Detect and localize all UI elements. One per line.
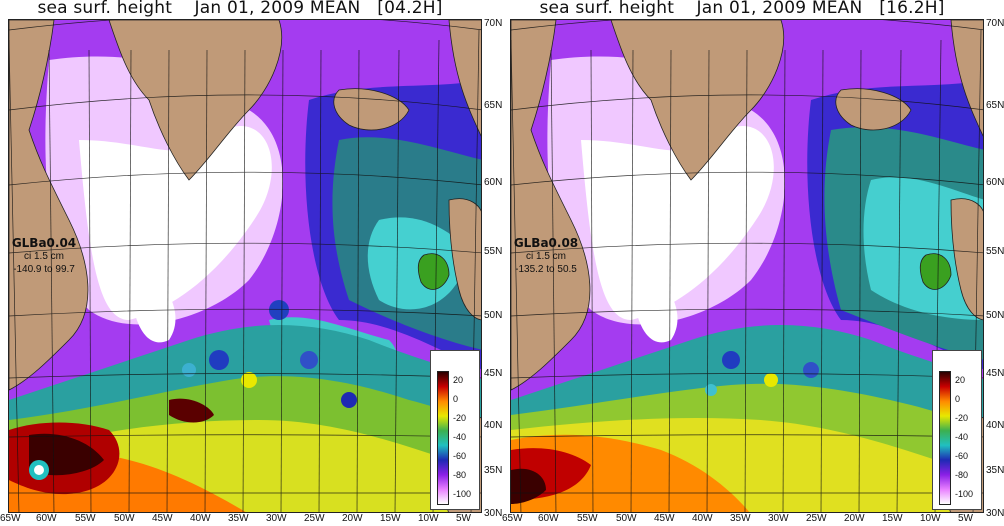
lon-label: 50W <box>616 513 637 524</box>
lat-label: 65N <box>986 100 1004 111</box>
lon-label: 35W <box>730 513 751 524</box>
colorbar-tick: 20 <box>955 375 966 385</box>
lat-label: 40N <box>986 420 1004 431</box>
lon-label: 55W <box>75 513 96 524</box>
lat-label: 50N <box>484 310 503 321</box>
lat-label: 70N <box>484 18 503 29</box>
sea-surface-height-map <box>511 20 983 512</box>
lon-label: 65W <box>502 513 523 524</box>
lat-label: 45N <box>484 368 503 379</box>
colorbar-tick: 20 <box>453 375 464 385</box>
lon-label: 5W <box>456 513 471 524</box>
lat-label: 30N <box>986 508 1004 519</box>
model-name: GLBa0.08 <box>513 236 579 250</box>
lat-label: 35N <box>484 465 503 476</box>
lon-label: 25W <box>806 513 827 524</box>
lat-label: 70N <box>986 18 1004 29</box>
panel-right: sea surf. height Jan 01, 2009 MEAN [16.2… <box>502 0 1004 526</box>
lon-label: 40W <box>692 513 713 524</box>
colorbar-legend: 20 0 -20 -40 -60 -80 -100 <box>430 350 480 510</box>
lon-label: 20W <box>844 513 865 524</box>
lon-label: 45W <box>152 513 173 524</box>
lat-label: 35N <box>986 465 1004 476</box>
lon-label: 25W <box>304 513 325 524</box>
lon-label: 65W <box>0 513 21 524</box>
lat-label: 65N <box>484 100 503 111</box>
lon-label: 20W <box>342 513 363 524</box>
map-area <box>8 19 482 513</box>
lon-label: 45W <box>654 513 675 524</box>
lat-label: 45N <box>986 368 1004 379</box>
model-info: GLBa0.08 ci 1.5 cm -135.2 to 50.5 <box>508 236 584 276</box>
map-area <box>510 19 984 513</box>
colorbar-tick: -100 <box>453 489 472 499</box>
colorbar-legend: 20 0 -20 -40 -60 -80 -100 <box>932 350 982 510</box>
colorbar-tick: -60 <box>955 451 969 461</box>
colorbar-tick: -40 <box>453 432 467 442</box>
colorbar <box>939 371 951 505</box>
lon-label: 60W <box>36 513 57 524</box>
colorbar-tick: 0 <box>453 394 459 404</box>
lat-label: 50N <box>986 310 1004 321</box>
lon-label: 40W <box>190 513 211 524</box>
value-range: -140.9 to 99.7 <box>13 264 75 275</box>
colorbar-tick: -40 <box>955 432 969 442</box>
lon-label: 35W <box>228 513 249 524</box>
lat-label: 60N <box>986 177 1004 188</box>
lon-label: 10W <box>418 513 439 524</box>
lat-label: 40N <box>484 420 503 431</box>
colorbar-tick: -20 <box>453 413 467 423</box>
model-info: GLBa0.04 ci 1.5 cm -140.9 to 99.7 <box>6 236 82 276</box>
contour-interval: ci 1.5 cm <box>525 251 566 262</box>
lon-label: 60W <box>538 513 559 524</box>
lon-label: 55W <box>577 513 598 524</box>
lat-label: 60N <box>484 177 503 188</box>
panel-left: sea surf. height Jan 01, 2009 MEAN [04.2… <box>0 0 503 524</box>
colorbar-tick: -80 <box>453 470 467 480</box>
panel-title: sea surf. height Jan 01, 2009 MEAN [04.2… <box>37 0 443 18</box>
lon-label: 30W <box>768 513 789 524</box>
sea-surface-height-map <box>9 20 481 512</box>
lon-label: 50W <box>114 513 135 524</box>
lat-label: 55N <box>986 246 1004 257</box>
panel-title: sea surf. height Jan 01, 2009 MEAN [16.2… <box>539 0 945 18</box>
lon-label: 5W <box>958 513 973 524</box>
lon-label: 30W <box>266 513 287 524</box>
contour-interval: ci 1.5 cm <box>23 251 64 262</box>
lat-label: 55N <box>484 246 503 257</box>
lon-label: 10W <box>920 513 941 524</box>
model-name: GLBa0.04 <box>11 236 77 250</box>
lon-label: 15W <box>380 513 401 524</box>
colorbar-tick: 0 <box>955 394 961 404</box>
colorbar-tick: -100 <box>955 489 974 499</box>
colorbar-tick: -20 <box>955 413 969 423</box>
colorbar-tick: -60 <box>453 451 467 461</box>
lat-label: 30N <box>484 508 503 519</box>
colorbar <box>437 371 449 505</box>
lon-label: 15W <box>882 513 903 524</box>
value-range: -135.2 to 50.5 <box>515 264 577 275</box>
colorbar-tick: -80 <box>955 470 969 480</box>
